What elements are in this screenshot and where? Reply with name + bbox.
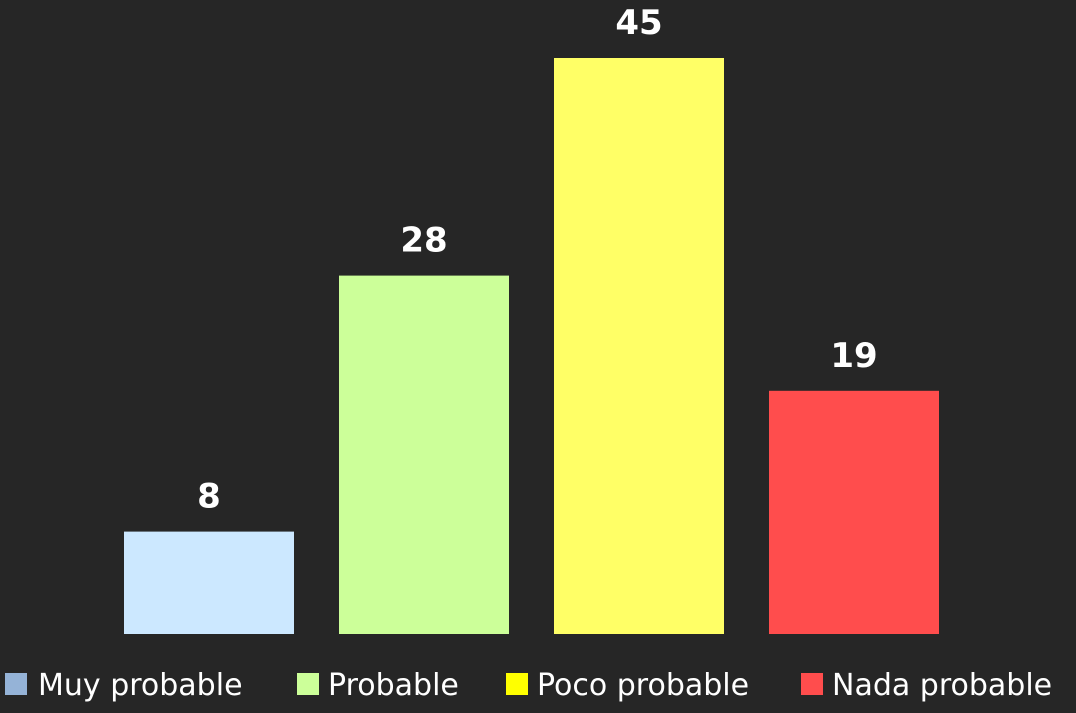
legend-swatch: [506, 673, 528, 695]
bar-nada-probable: [769, 390, 939, 634]
data-label-poco-probable: 45: [615, 3, 662, 43]
bar-poco-probable: [554, 58, 724, 634]
bars-layer: [124, 58, 939, 634]
legend-label: Nada probable: [832, 668, 1052, 703]
legend-item-probable: Probable: [297, 668, 459, 703]
bar-probable: [339, 275, 509, 634]
legend-swatch: [297, 673, 319, 695]
data-label-probable: 28: [400, 221, 447, 261]
bar-muy-probable: [124, 531, 294, 634]
legend-item-nada-probable: Nada probable: [801, 668, 1052, 703]
legend-item-poco-probable: Poco probable: [506, 668, 749, 703]
legend-item-muy-probable: Muy probable: [5, 668, 243, 703]
legend-label: Probable: [328, 668, 459, 703]
legend-label: Muy probable: [38, 668, 243, 703]
legend-label: Poco probable: [537, 668, 749, 703]
legend: Muy probable Probable Poco probable Nada pr…: [5, 668, 1052, 703]
data-label-muy-probable: 8: [197, 477, 221, 517]
legend-swatch: [5, 673, 27, 695]
legend-swatch: [801, 673, 823, 695]
data-labels-layer: 8 28 45 19: [197, 3, 878, 517]
data-label-nada-probable: 19: [830, 336, 877, 376]
